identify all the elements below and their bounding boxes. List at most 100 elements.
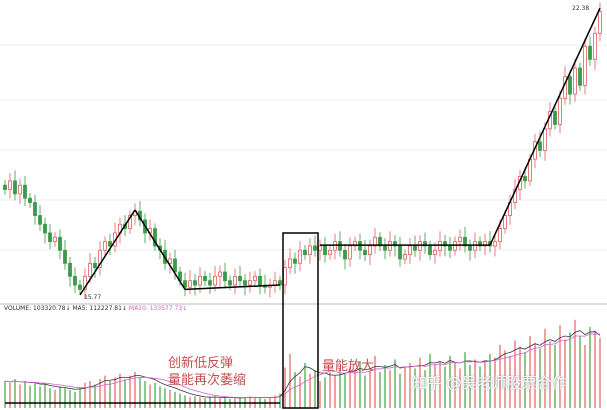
volume-bar <box>394 359 396 408</box>
volume-bar <box>559 325 561 408</box>
candle-body <box>538 141 542 151</box>
volume-bar <box>69 390 71 408</box>
candle-body <box>233 275 237 286</box>
volume-bar <box>249 396 251 408</box>
volume-bar <box>379 372 381 408</box>
note-right: 量能放大 <box>322 359 375 374</box>
candle-body <box>273 280 277 286</box>
candle-body <box>13 180 17 195</box>
volume-bar <box>79 388 81 408</box>
volume-bar <box>569 332 571 408</box>
candle-body <box>473 241 477 251</box>
candle-body <box>343 249 347 260</box>
candle-body <box>153 228 157 247</box>
volume-bar <box>149 384 151 408</box>
candle-body <box>298 249 302 264</box>
volume-bar <box>194 396 196 408</box>
candle-body <box>33 202 37 216</box>
candle-body <box>73 275 77 286</box>
candle-body <box>423 241 427 247</box>
candle-body <box>433 249 437 256</box>
volume-bar <box>534 343 536 408</box>
candle-body <box>393 241 397 247</box>
volume-bar <box>584 345 586 408</box>
volume-bar <box>174 391 176 408</box>
volume-bar <box>304 363 306 408</box>
volume-bar <box>334 375 336 408</box>
candle-body <box>333 241 337 251</box>
volume-bar <box>14 379 16 408</box>
legend-ma5: MA5: 112227.81↓ <box>72 305 127 312</box>
volume-bar <box>274 395 276 408</box>
volume-bar <box>374 355 376 408</box>
volume-bar <box>389 370 391 408</box>
candle-body <box>283 267 287 286</box>
candle-body <box>413 245 417 251</box>
candle-body <box>358 241 362 251</box>
candle-body <box>43 223 47 234</box>
candle-body <box>478 241 482 247</box>
volume-bar <box>294 372 296 408</box>
candle-body <box>398 245 402 260</box>
candle-body <box>218 271 222 277</box>
candle-body <box>463 236 467 247</box>
candle-body <box>403 254 407 260</box>
volume-bar <box>529 336 531 408</box>
candle-body <box>8 180 12 190</box>
volume-bar <box>9 382 11 408</box>
volume-bar <box>129 375 131 408</box>
volume-bar <box>124 379 126 408</box>
candle-body <box>418 241 422 251</box>
volume-bar <box>539 348 541 408</box>
volume-bar <box>154 382 156 408</box>
candle-body <box>428 245 432 256</box>
volume-bar <box>494 357 496 408</box>
volume-bar <box>464 352 466 408</box>
candle-body <box>98 249 102 269</box>
candle-body <box>68 262 72 277</box>
volume-bar <box>469 364 471 408</box>
candle-body <box>208 280 212 286</box>
candle-body <box>83 275 87 290</box>
note-left-line1: 创新低反弹 <box>168 356 234 371</box>
candle-body <box>203 275 207 282</box>
candle-body <box>353 241 357 247</box>
volume-bar <box>89 381 91 408</box>
candle-body <box>373 236 377 247</box>
candle-body <box>348 245 352 260</box>
volume-bar <box>134 372 136 408</box>
candle-body <box>188 280 192 288</box>
candle-body <box>288 258 292 269</box>
candle-body <box>553 111 557 125</box>
volume-bar <box>354 372 356 408</box>
volume-bar <box>439 361 441 408</box>
volume-bar <box>409 363 411 408</box>
volume-bar <box>279 393 281 408</box>
volume-bar <box>299 376 301 408</box>
volume-bar <box>164 388 166 408</box>
volume-bar <box>94 384 96 408</box>
candle-body <box>408 245 412 256</box>
candle-body <box>308 245 312 256</box>
volume-bar <box>4 381 6 408</box>
candle-body <box>448 245 452 251</box>
volume-bar <box>314 370 316 408</box>
candle-body <box>173 258 177 273</box>
volume-bar <box>589 327 591 408</box>
candle-body <box>443 241 447 247</box>
volume-bar <box>359 361 361 408</box>
volume-bar <box>24 381 26 408</box>
candle-body <box>383 245 387 251</box>
volume-bar <box>519 346 521 408</box>
volume-bar <box>434 364 436 408</box>
candle-body <box>453 241 457 251</box>
candle-body <box>388 241 392 251</box>
candle-body <box>483 241 487 247</box>
high-price-label: 22.38 <box>572 5 590 12</box>
volume-bar <box>159 386 161 408</box>
candle-body <box>78 284 82 290</box>
volume-bar <box>424 370 426 408</box>
trend-arrow-up-1 <box>79 209 136 296</box>
volume-bar <box>309 373 311 408</box>
